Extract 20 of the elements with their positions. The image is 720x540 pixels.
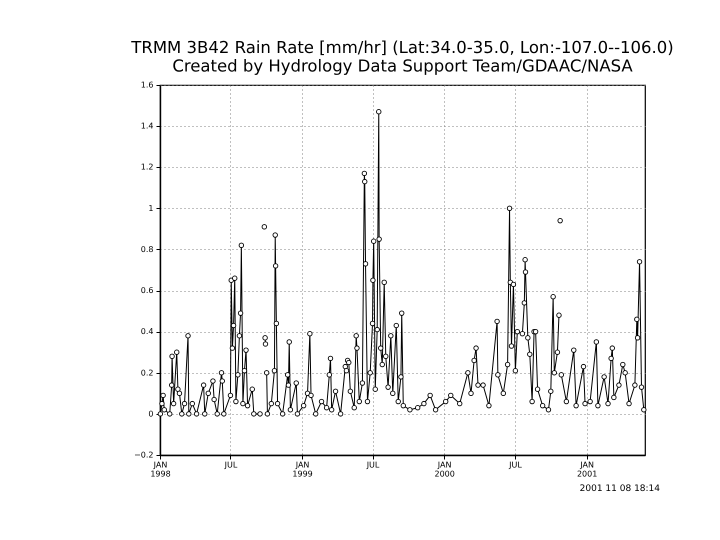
text: 2001 11 08 18:14 (580, 484, 660, 494)
y-tick-label: 0.6 (140, 286, 154, 296)
y-tick-label: 1 (148, 204, 154, 213)
x-tick-label: JUL (508, 460, 522, 470)
y-tick-label: 1.4 (140, 122, 154, 131)
y-tick-label: 0.8 (140, 244, 154, 254)
x-tick-label: JAN 1998 (150, 460, 171, 478)
y-tick-label: 0.2 (140, 368, 154, 378)
chart-subtitle: Created by Hydrology Data Support Team/GDAAC/NASA (172, 56, 634, 76)
y-tick-label: 1.6 (140, 80, 154, 90)
x-tick-label: JAN 1999 (292, 460, 313, 478)
x-tick-label: JUL (224, 460, 238, 470)
y-tick-label: 1.2 (140, 162, 154, 172)
y-tick-label: 0 (148, 409, 154, 418)
x-tick-label: JUL (366, 460, 380, 470)
x-tick-label: JAN 2000 (434, 460, 455, 478)
x-tick-label: JAN 2001 (576, 460, 598, 478)
y-tick-label: −0.2 (134, 450, 154, 460)
y-tick-label: 0.4 (140, 327, 154, 336)
chart-title: TRMM 3B42 Rain Rate [mm/hr] (Lat:34.0-35.0, Lon:-107.0--106.0) (130, 38, 674, 57)
